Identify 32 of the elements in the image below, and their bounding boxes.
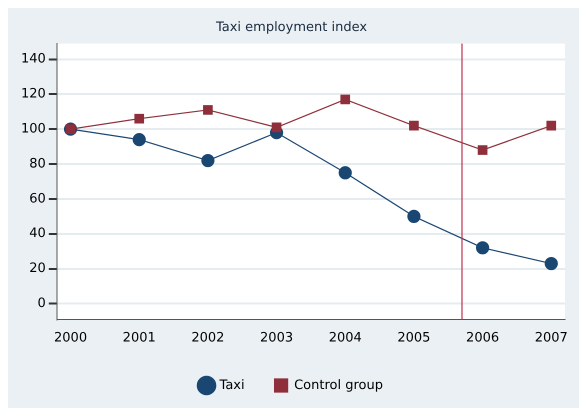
x-tick-label: 2002 bbox=[191, 330, 224, 346]
x-tick-label: 2001 bbox=[122, 330, 156, 346]
y-tick-label: 120 bbox=[20, 86, 46, 102]
y-tick-label: 80 bbox=[29, 156, 46, 172]
x-tick-label: 2005 bbox=[397, 330, 430, 346]
legend-label: Control group bbox=[294, 378, 383, 393]
point bbox=[272, 122, 282, 132]
point bbox=[407, 210, 421, 224]
chart-title: Taxi employment index bbox=[214, 20, 368, 36]
y-tick-label: 100 bbox=[20, 122, 46, 137]
point bbox=[340, 94, 350, 104]
y-tick-label: 40 bbox=[29, 226, 46, 242]
point bbox=[134, 114, 144, 124]
point bbox=[546, 120, 556, 130]
x-tick-label: 2000 bbox=[54, 330, 88, 346]
x-tick-label: 2006 bbox=[466, 330, 500, 346]
point bbox=[409, 120, 419, 130]
y-tick-label: 20 bbox=[29, 261, 46, 276]
y-tick-label: 0 bbox=[38, 296, 46, 312]
point bbox=[201, 154, 214, 168]
point bbox=[338, 166, 352, 180]
point bbox=[544, 256, 558, 270]
y-tick-label: 60 bbox=[29, 191, 46, 206]
point bbox=[132, 133, 146, 146]
point bbox=[203, 105, 213, 115]
point bbox=[478, 145, 488, 155]
point bbox=[476, 241, 490, 254]
y-tick-label: 140 bbox=[20, 52, 46, 67]
x-tick-label: 2003 bbox=[260, 330, 294, 346]
x-tick-label: 2004 bbox=[328, 330, 362, 346]
x-tick-label: 2007 bbox=[534, 330, 568, 346]
legend-label: Taxi bbox=[218, 378, 245, 393]
